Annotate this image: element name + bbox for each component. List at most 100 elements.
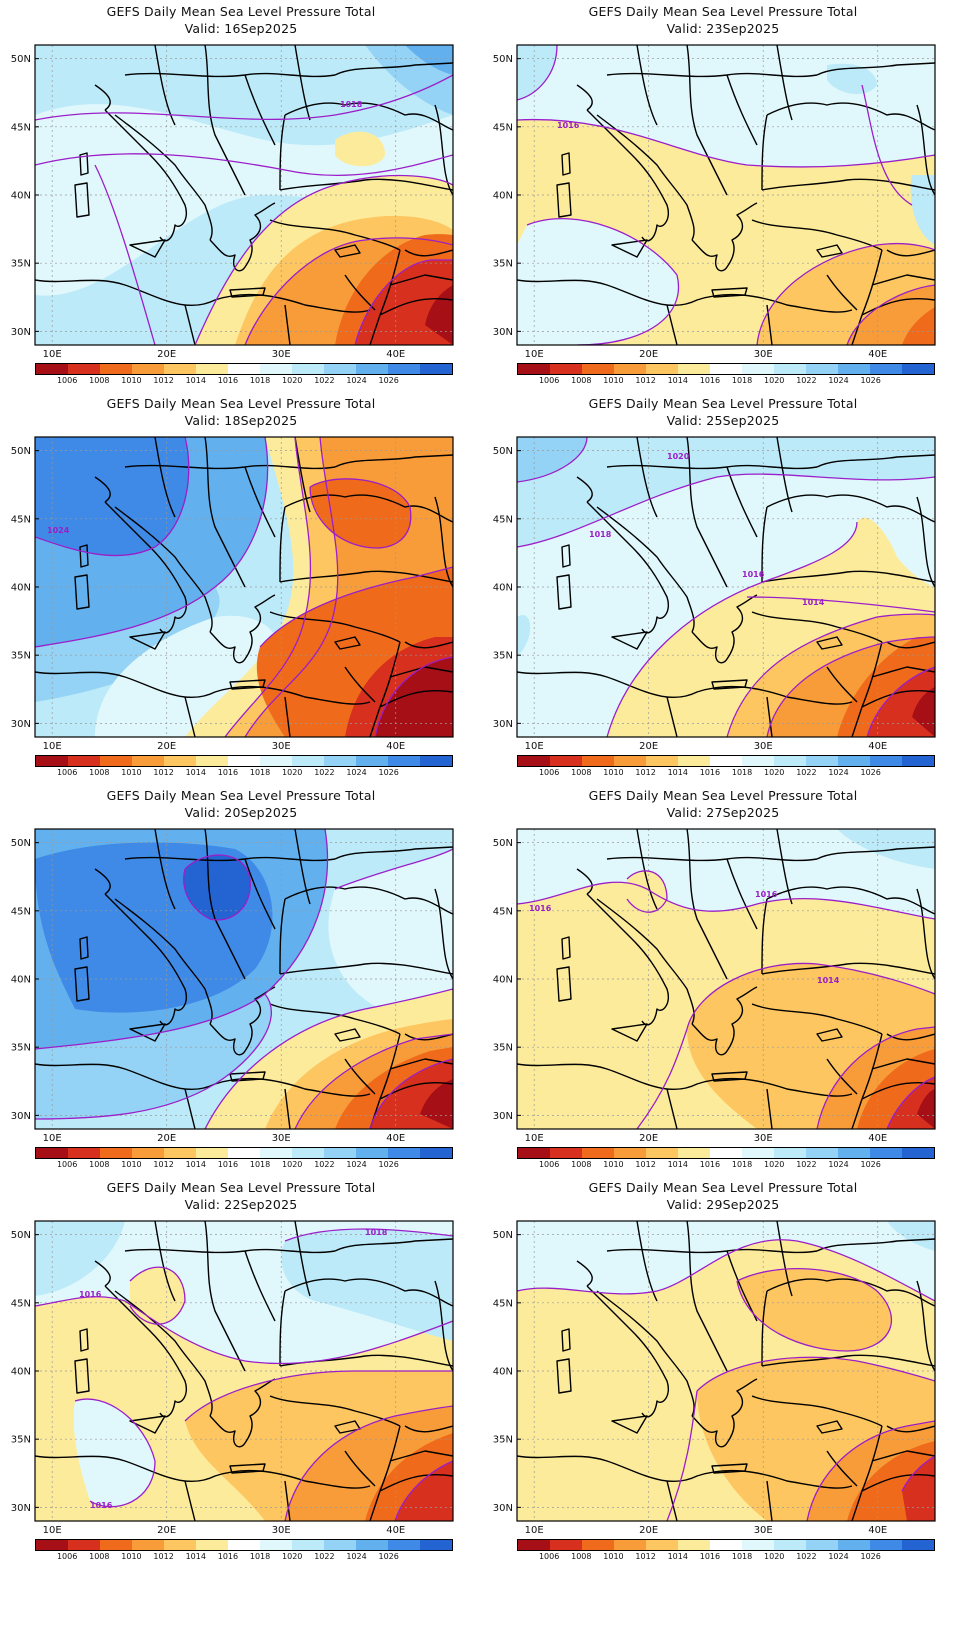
colorbar-swatch — [646, 364, 678, 374]
coastline — [826, 1058, 858, 1095]
colorbar-swatch — [36, 1540, 68, 1550]
colorbar-swatch — [196, 756, 228, 766]
pressure-map: 1016 1016 1014 50N 45N 40N 35N 30N 10E 20E 30E 40E — [493, 828, 936, 1144]
colorbar-label: 1022 — [796, 376, 817, 385]
colorbar-swatch — [646, 1148, 678, 1158]
coastline — [766, 1278, 935, 1307]
map-panel: GEFS Daily Mean Sea Level Pressure Total… — [482, 1176, 964, 1586]
colorbar-swatch — [100, 1540, 132, 1550]
colorbar-swatch — [356, 364, 388, 374]
coastline — [761, 1290, 768, 1367]
coastline — [129, 1415, 166, 1434]
coastline — [776, 45, 793, 121]
coastline — [561, 152, 571, 176]
latitude-label: 45N — [493, 906, 513, 917]
pressure-band — [517, 437, 935, 547]
coastline — [279, 1290, 286, 1367]
pressure-band — [902, 307, 935, 345]
pressure-map: 1024 50N 45N 40N 35N 30N 10E 20E 30E 40E — [11, 436, 454, 752]
coastline — [35, 279, 371, 313]
coastline — [114, 506, 213, 633]
colorbar-label: 1006 — [56, 768, 78, 777]
colorbar-swatch — [518, 364, 550, 374]
coastline — [556, 182, 572, 218]
coastline — [94, 476, 111, 503]
coastline — [244, 466, 276, 538]
latitude-label: 45N — [11, 514, 31, 525]
colorbar-swatch — [870, 1148, 902, 1158]
coastline — [606, 464, 818, 470]
isobar-label: 1024 — [47, 526, 70, 535]
isobar-line — [517, 881, 935, 920]
longitude-label: 40E — [868, 349, 887, 360]
pressure-map: 50N 45N 40N 35N 30N 10E 20E 30E 40E — [493, 1220, 936, 1536]
colorbar-label: 1012 — [153, 376, 174, 385]
colorbar-swatch — [68, 1148, 100, 1158]
isobar-line — [35, 1296, 453, 1365]
map-panel: GEFS Daily Mean Sea Level Pressure Total… — [0, 0, 482, 410]
latitude-label: 35N — [11, 651, 31, 662]
colorbar-swatch — [292, 1148, 324, 1158]
coastline — [284, 1278, 453, 1307]
colorbar — [517, 1147, 935, 1159]
colorbar-label: 1020 — [764, 1160, 785, 1169]
isobar-label: 1016 — [742, 570, 765, 579]
colorbar-label: 1006 — [538, 376, 560, 385]
colorbar-swatch — [678, 1148, 710, 1158]
pressure-band — [910, 175, 935, 245]
colorbar-swatch — [164, 756, 196, 766]
longitude-label: 40E — [386, 349, 405, 360]
coastline — [79, 544, 89, 568]
colorbar-swatch — [164, 1148, 196, 1158]
colorbar-label: 1012 — [635, 1160, 656, 1169]
colorbar-swatch — [710, 756, 742, 766]
colorbar-swatch — [742, 756, 774, 766]
latitude-label: 45N — [11, 1298, 31, 1309]
longitude-label: 20E — [157, 349, 176, 360]
colorbar-swatch — [260, 756, 292, 766]
coastline — [611, 239, 648, 258]
isobar-line — [517, 118, 935, 168]
colorbar-label: 1010 — [121, 1160, 142, 1169]
coastline — [686, 1221, 728, 1372]
colorbar-label: 1016 — [217, 1552, 239, 1561]
isobar-label: 1014 — [802, 598, 825, 607]
coastline — [209, 986, 276, 1056]
isobar-line — [35, 74, 453, 121]
pressure-band — [35, 1221, 125, 1296]
coastline — [861, 298, 935, 316]
isobar-line — [517, 45, 558, 101]
isobar-line — [606, 521, 858, 737]
colorbar-label: 1010 — [121, 768, 142, 777]
colorbar-swatch — [68, 364, 100, 374]
coastline — [379, 1082, 453, 1100]
coastline — [776, 1221, 793, 1297]
pressure-band — [405, 45, 453, 75]
colorbar-swatch — [710, 1540, 742, 1550]
coastline — [761, 178, 935, 191]
coastline — [686, 829, 728, 980]
coastline — [334, 1028, 361, 1042]
colorbar-swatch — [260, 1148, 292, 1158]
colorbar-swatch — [356, 1148, 388, 1158]
coastline — [816, 1028, 843, 1042]
colorbar-label: 1014 — [185, 1160, 206, 1169]
coastline — [184, 304, 196, 345]
latitude-label: 30N — [493, 1503, 513, 1514]
map-panel: GEFS Daily Mean Sea Level Pressure Total… — [482, 0, 964, 410]
coastline — [606, 1248, 818, 1254]
colorbar-label: 1012 — [635, 1552, 656, 1561]
coastline — [576, 1260, 593, 1287]
coastline — [389, 1450, 453, 1462]
colorbar-swatch — [356, 756, 388, 766]
longitude-label: 20E — [639, 741, 658, 752]
colorbar-swatch — [356, 1540, 388, 1550]
colorbar-swatch — [518, 756, 550, 766]
colorbar-swatch — [838, 756, 870, 766]
coastline — [269, 219, 401, 251]
pressure-band — [73, 1399, 155, 1507]
colorbar-swatch — [260, 1540, 292, 1550]
colorbar-swatch — [164, 1540, 196, 1550]
colorbar-swatch — [838, 1148, 870, 1158]
coastline — [294, 45, 311, 121]
